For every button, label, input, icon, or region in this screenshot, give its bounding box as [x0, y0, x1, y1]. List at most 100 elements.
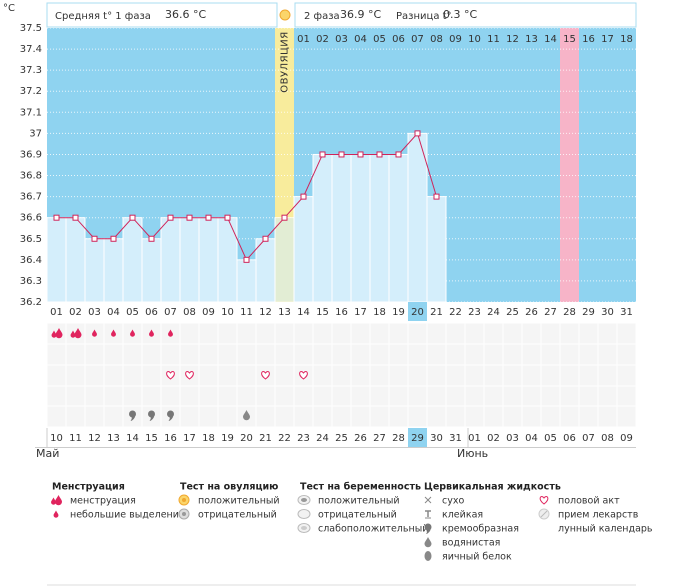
column-bg: [560, 28, 579, 302]
symbol-cell: [369, 364, 390, 387]
date: 31: [449, 433, 462, 444]
icon-dry: [424, 496, 432, 504]
date: 12: [88, 433, 101, 444]
icon-watery: [424, 537, 432, 548]
icon-pill: [538, 508, 550, 520]
symbol-cell: [160, 343, 181, 366]
temp-point: [338, 151, 345, 158]
icon-part: [424, 496, 432, 504]
symbol-cell: [407, 364, 428, 387]
symbol-cell: [388, 405, 409, 428]
bar: [293, 196, 314, 303]
symbol-cell: [65, 385, 86, 408]
date: 27: [373, 433, 386, 444]
cycle-day: 14: [297, 307, 310, 318]
icon-part: [301, 498, 307, 502]
bar: [179, 217, 200, 303]
phase-day: 10: [468, 34, 481, 45]
y-tick-label: 36.6: [20, 213, 42, 224]
icon-part: [149, 329, 154, 337]
symbol-cell: [483, 343, 504, 366]
cycle-day: 20: [411, 307, 424, 318]
symbol-cell: [597, 322, 618, 345]
date: 07: [582, 433, 595, 444]
phase-day: 17: [601, 34, 614, 45]
icon-light: [53, 510, 59, 518]
symbol-cell: [426, 405, 447, 428]
diff-temp: 0.3 °C: [443, 8, 477, 21]
symbol-cell: [46, 343, 67, 366]
symbol-cell: [559, 343, 580, 366]
bar: [407, 132, 428, 303]
cycle-day: 26: [525, 307, 538, 318]
symbol-cell: [293, 385, 314, 408]
symbol-cell: [407, 322, 428, 345]
date: 13: [107, 433, 120, 444]
temp-point: [243, 256, 250, 263]
symbol-cell: [331, 364, 352, 387]
date: 06: [563, 433, 576, 444]
cycle-day: 21: [430, 307, 443, 318]
symbol-cell: [559, 322, 580, 345]
icon-part: [70, 330, 76, 338]
symbol-cell: [578, 322, 599, 345]
diff-label: Разница t°: [396, 11, 452, 22]
phase-day: 08: [430, 34, 443, 45]
icon-part: [541, 523, 546, 533]
phase2-box: [294, 2, 637, 28]
cycle-day: 10: [221, 307, 234, 318]
symbol-cell: [217, 364, 238, 387]
cycle-day: 09: [202, 307, 215, 318]
symbol-cell: [426, 385, 447, 408]
icon-part: [243, 410, 250, 421]
icon-part: [55, 495, 63, 506]
temp-point: [186, 214, 193, 221]
date: 15: [145, 433, 158, 444]
phase-day: 09: [449, 34, 462, 45]
symbol-cell: [597, 405, 618, 428]
phase1-temp: 36.6 °C: [165, 8, 206, 21]
temp-point: [148, 235, 155, 242]
symbol-cell: [122, 343, 143, 366]
y-tick-label: 36.5: [20, 234, 42, 245]
cycle-day: 19: [392, 307, 405, 318]
icon-light: [168, 329, 173, 337]
symbol-cell: [103, 343, 124, 366]
symbol-cell: [350, 322, 371, 345]
symbol-cell: [521, 343, 542, 366]
legend-label: менструация: [70, 496, 136, 507]
symbol-cell: [103, 405, 124, 428]
legend-label: положительный: [198, 496, 280, 507]
legend-label: небольшие выделения: [70, 510, 185, 521]
symbol-cell: [426, 364, 447, 387]
symbol-cell: [521, 385, 542, 408]
icon-light: [92, 329, 97, 337]
symbol-cell: [141, 364, 162, 387]
cycle-day: 02: [69, 307, 82, 318]
cycle-day: 07: [164, 307, 177, 318]
symbol-cell: [540, 405, 561, 428]
y-tick-label: 36.8: [20, 171, 42, 182]
symbol-cell: [540, 385, 561, 408]
symbol-cell: [274, 322, 295, 345]
symbol-cell: [407, 343, 428, 366]
symbol-cell: [445, 364, 466, 387]
symbol-cell: [616, 343, 637, 366]
icon-part: [261, 371, 270, 380]
phase2-temp: 36.9 °C: [340, 8, 381, 21]
month: Май: [36, 447, 59, 460]
symbol-cell: [179, 343, 200, 366]
symbol-cell: [312, 364, 333, 387]
bar: [236, 259, 257, 303]
cycle-day: 11: [240, 307, 253, 318]
symbol-cell: [255, 322, 276, 345]
legend-label: лунный календарь: [558, 524, 653, 535]
temp-point: [433, 193, 440, 200]
icon-moon: [541, 523, 546, 533]
icon-part: [166, 371, 175, 380]
symbol-cell: [217, 322, 238, 345]
icon-cream: [167, 410, 174, 421]
symbol-cell: [274, 405, 295, 428]
symbol-cell: [464, 364, 485, 387]
